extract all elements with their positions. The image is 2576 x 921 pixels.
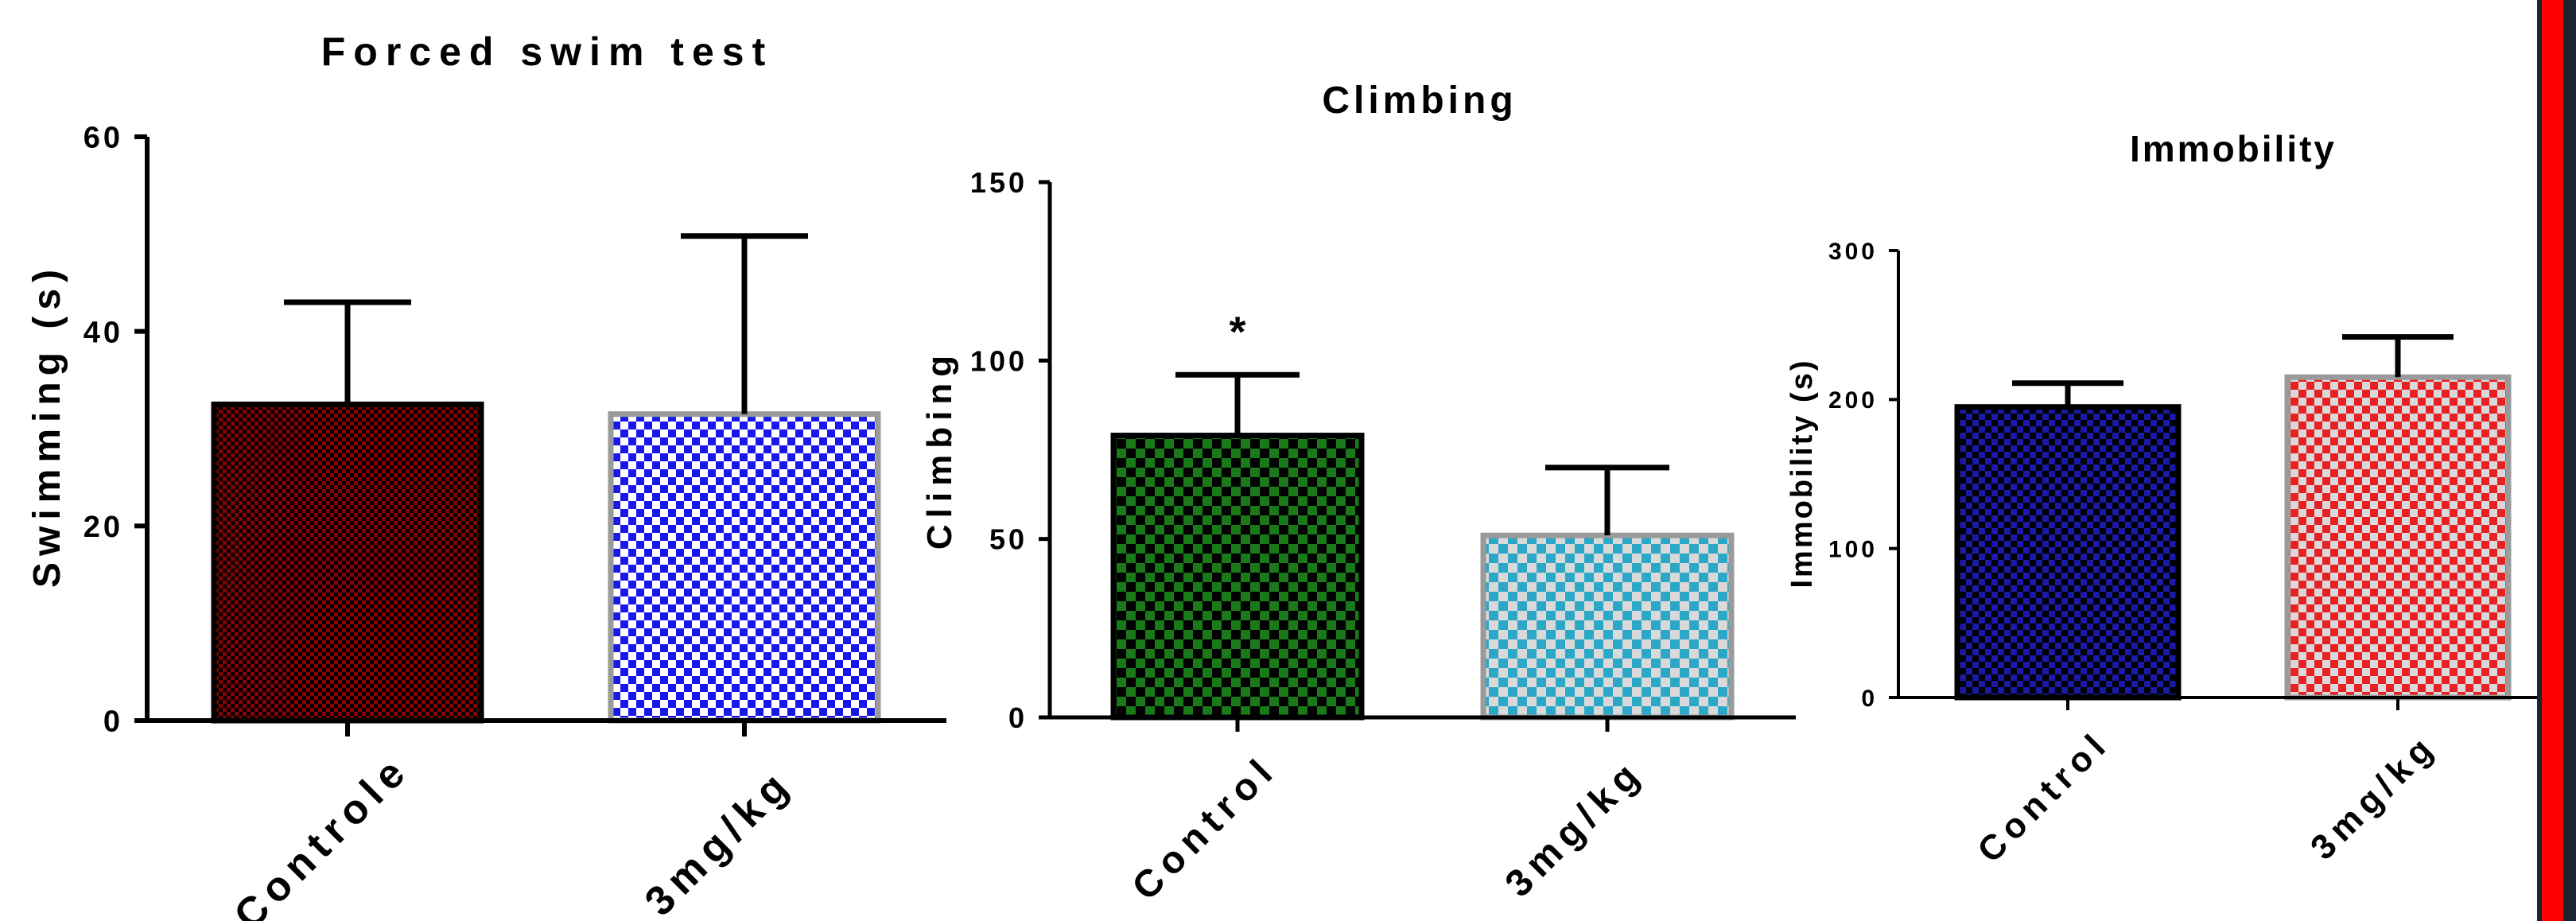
side-bar-navy <box>2563 0 2576 921</box>
plot-area: 0 100 200 300 Control 3mg/kg <box>1828 239 2562 870</box>
bar <box>1110 433 1365 721</box>
chart-title: Forced swim test <box>321 29 773 74</box>
y-tick-label: 0 <box>1008 701 1028 734</box>
bar <box>211 401 484 724</box>
significance-marker: * <box>1229 308 1245 356</box>
x-tick-label: 3mg/kg <box>1498 751 1652 905</box>
x-tick-label: Control <box>1970 723 2117 870</box>
x-tick-label: Control <box>1125 748 1286 909</box>
y-tick-label: 100 <box>970 344 1028 377</box>
panel-immobility: Immobility Immobility (s) 0 100 200 300 Cont… <box>1785 128 2562 870</box>
side-bar-dark <box>2537 0 2542 921</box>
side-color-bar <box>2537 0 2576 921</box>
side-bar-red <box>2542 0 2563 921</box>
y-tick-label: 300 <box>1828 239 1878 265</box>
y-tick-label: 0 <box>103 705 123 739</box>
y-tick-label: 100 <box>1828 536 1878 562</box>
x-tick-label: 3mg/kg <box>2303 726 2445 868</box>
y-tick-label: 150 <box>970 166 1028 199</box>
bar <box>1954 404 2182 701</box>
x-tick-label: Controle <box>225 745 418 921</box>
y-axis-label: Swimming (s) <box>26 263 68 588</box>
y-tick-label: 40 <box>84 316 123 349</box>
y-axis-label: Climbing <box>920 349 959 550</box>
plot-area: 0 20 40 60 Controle 3mg/kg <box>84 122 946 921</box>
panel-swimming: Forced swim test Swimming (s) 0 20 40 60 Con… <box>26 29 946 921</box>
bar <box>1480 532 1735 721</box>
y-tick-label: 0 <box>1861 686 1878 712</box>
y-tick-label: 20 <box>84 511 123 544</box>
chart-title: Climbing <box>1322 80 1517 122</box>
plot-area: * 0 50 100 150 Control 3mg/kg <box>970 166 1796 908</box>
bar <box>608 411 881 724</box>
chart-title: Immobility <box>2130 128 2337 169</box>
y-tick-label: 50 <box>989 523 1028 556</box>
panel-climbing: Climbing Climbing * 0 50 100 150 Control 3mg/k… <box>920 80 1796 908</box>
x-tick-label: 3mg/kg <box>636 760 802 921</box>
y-tick-label: 60 <box>84 122 123 155</box>
y-tick-label: 200 <box>1828 387 1878 414</box>
bar <box>2284 374 2512 701</box>
y-axis-label: Immobility (s) <box>1785 358 1819 588</box>
